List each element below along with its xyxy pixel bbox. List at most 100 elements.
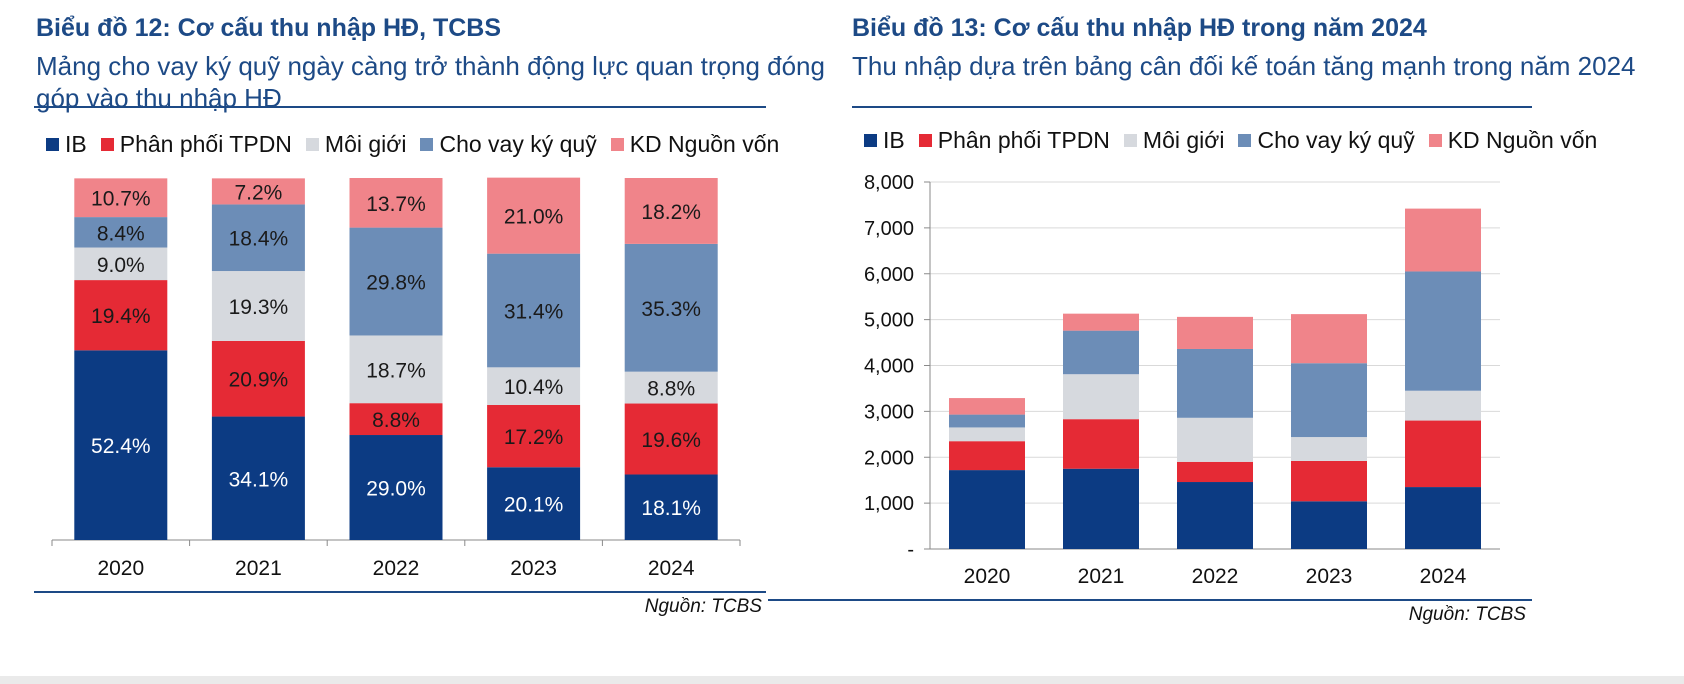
data-label: 29.8% <box>366 272 426 295</box>
data-label: 18.7% <box>366 359 426 382</box>
bar-segment-kd-nguon-von <box>349 178 443 228</box>
y-tick-label: 4,000 <box>864 356 914 378</box>
legend-swatch <box>610 138 624 151</box>
stacked-bar-chart: - 1,000 2,000 3,000 4,000 5,000 6,000 7,000 8,00… <box>864 172 1500 588</box>
y-tick-label: 7,000 <box>864 218 914 240</box>
legend-item-ib: IB <box>46 131 87 158</box>
bar-segment-ib <box>949 470 1025 549</box>
bar-segment-cho-vay-ky-quy <box>349 227 443 336</box>
x-tick-label: 2021 <box>235 557 282 580</box>
data-label: 13.7% <box>366 193 426 216</box>
legend-swatch <box>918 134 932 147</box>
legend-item-cho-vay-ky-quy: Cho vay ký quỹ <box>1238 127 1415 154</box>
chart-legend: IB Phân phối TPDN Môi giới Cho vay ký quỹ KD… <box>46 131 779 158</box>
x-tick-label: 2023 <box>510 557 557 580</box>
bar-segment-phan-phoi-tpdn <box>1291 460 1367 502</box>
bar-segment-ib <box>487 467 581 540</box>
legend-label: IB <box>883 127 905 153</box>
bar-segment-phan-phoi-tpdn <box>624 403 718 475</box>
x-tick-label: 2021 <box>1078 565 1125 588</box>
bar-segment-phan-phoi-tpdn <box>349 403 443 436</box>
legend-item-moi-gioi: Môi giới <box>1123 127 1225 154</box>
bar-segment-moi-gioi <box>74 247 168 281</box>
x-tick-label: 2020 <box>964 565 1011 588</box>
data-label: 9.0% <box>97 254 145 277</box>
legend-swatch <box>1428 134 1442 147</box>
y-tick-label: 2,000 <box>864 447 914 469</box>
data-label: 19.4% <box>91 305 151 328</box>
bar-segment-ib <box>349 435 443 540</box>
bar-segment-kd-nguon-von <box>211 178 305 205</box>
title-divider <box>34 106 766 108</box>
bar-segment-moi-gioi <box>211 271 305 341</box>
bar-segment-ib <box>1405 487 1481 549</box>
legend-label: Môi giới <box>1142 127 1225 153</box>
bar-segment-cho-vay-ky-quy <box>1291 363 1367 438</box>
data-label: 8.8% <box>372 409 420 432</box>
legend-label: KD Nguồn vốn <box>629 131 780 157</box>
data-label: 34.1% <box>229 468 289 491</box>
footer-divider <box>768 599 1532 601</box>
data-label: 31.4% <box>504 300 564 323</box>
x-tick-label: 2022 <box>373 557 420 580</box>
bar-segment-ib <box>1177 482 1253 549</box>
data-label: 21.0% <box>504 206 564 229</box>
legend-swatch <box>1238 134 1252 147</box>
bar-segment-moi-gioi <box>1177 417 1253 462</box>
bar-segment-ib <box>1063 468 1139 549</box>
legend-label: Phân phối TPDN <box>937 127 1110 153</box>
y-tick-label: 5,000 <box>864 310 914 332</box>
bar-segment-phan-phoi-tpdn <box>1063 419 1139 469</box>
bar-segment-cho-vay-ky-quy <box>949 414 1025 428</box>
data-label: 10.4% <box>504 376 564 399</box>
x-tick-label: 2022 <box>1192 565 1239 588</box>
y-tick-label: 8,000 <box>864 172 914 194</box>
x-tick-label: 2024 <box>648 557 695 580</box>
bar-segment-moi-gioi <box>1063 374 1139 420</box>
data-label: 18.2% <box>641 201 701 224</box>
legend-label: Cho vay ký quỹ <box>1257 127 1415 153</box>
bar-segment-phan-phoi-tpdn <box>74 280 168 351</box>
data-label: 29.0% <box>366 478 426 501</box>
legend-label: Cho vay ký quỹ <box>439 131 597 157</box>
bar-segment-ib <box>211 416 305 540</box>
legend-item-ib: IB <box>864 127 905 154</box>
legend-label: KD Nguồn vốn <box>1447 127 1598 153</box>
legend-label: Môi giới <box>324 131 407 157</box>
y-tick-label: 6,000 <box>864 264 914 286</box>
bar-segment-cho-vay-ky-quy <box>74 217 168 248</box>
chart-subtitle: Thu nhập dựa trên bảng cân đối kế toán t… <box>852 51 1636 81</box>
legend-swatch <box>305 138 319 151</box>
source-note: Nguồn: TCBS <box>1408 604 1526 625</box>
bar-segment-ib <box>624 474 718 540</box>
bar-segment-kd-nguon-von <box>1405 208 1481 272</box>
bar-segment-kd-nguon-von <box>487 177 581 254</box>
bar-segment-kd-nguon-von <box>1177 316 1253 349</box>
bar-segment-kd-nguon-von <box>1063 313 1139 331</box>
bar-segment-moi-gioi <box>1405 390 1481 421</box>
y-tick-label: 1,000 <box>864 493 914 515</box>
bar-segment-ib <box>1291 501 1367 549</box>
legend-item-cho-vay-ky-quy: Cho vay ký quỹ <box>420 131 597 158</box>
bar-segment-phan-phoi-tpdn <box>211 340 305 417</box>
bar-segment-kd-nguon-von <box>1291 314 1367 364</box>
source-note: Nguồn: TCBS <box>644 596 762 617</box>
bar-segment-ib <box>74 350 168 540</box>
legend-swatch <box>1123 134 1137 147</box>
data-label: 20.9% <box>229 369 289 392</box>
bar-segment-cho-vay-ky-quy <box>211 204 305 272</box>
x-tick-label: 2024 <box>1420 565 1467 588</box>
right-chart-panel: Biểu đồ 13: Cơ cấu thu nhập HĐ trong năm… <box>768 0 1684 684</box>
bar-segment-kd-nguon-von <box>74 178 168 218</box>
left-chart-panel: Biểu đồ 12: Cơ cấu thu nhập HĐ, TCBS Mản… <box>0 0 830 684</box>
data-label: 8.4% <box>97 222 145 245</box>
bar-segment-moi-gioi <box>949 427 1025 442</box>
bar-segment-kd-nguon-von <box>949 398 1025 415</box>
footer-divider <box>34 591 766 593</box>
bar-segment-moi-gioi <box>1291 437 1367 461</box>
legend-swatch <box>864 134 877 147</box>
bar-segment-cho-vay-ky-quy <box>624 243 718 372</box>
x-tick-label: 2023 <box>1306 565 1353 588</box>
percent-stacked-bar-chart: 52.4% 19.4% 9.0% 8.4% 10.7% 2020 34.1% 20.9% 19.… <box>51 177 741 580</box>
data-label: 7.2% <box>234 181 282 204</box>
